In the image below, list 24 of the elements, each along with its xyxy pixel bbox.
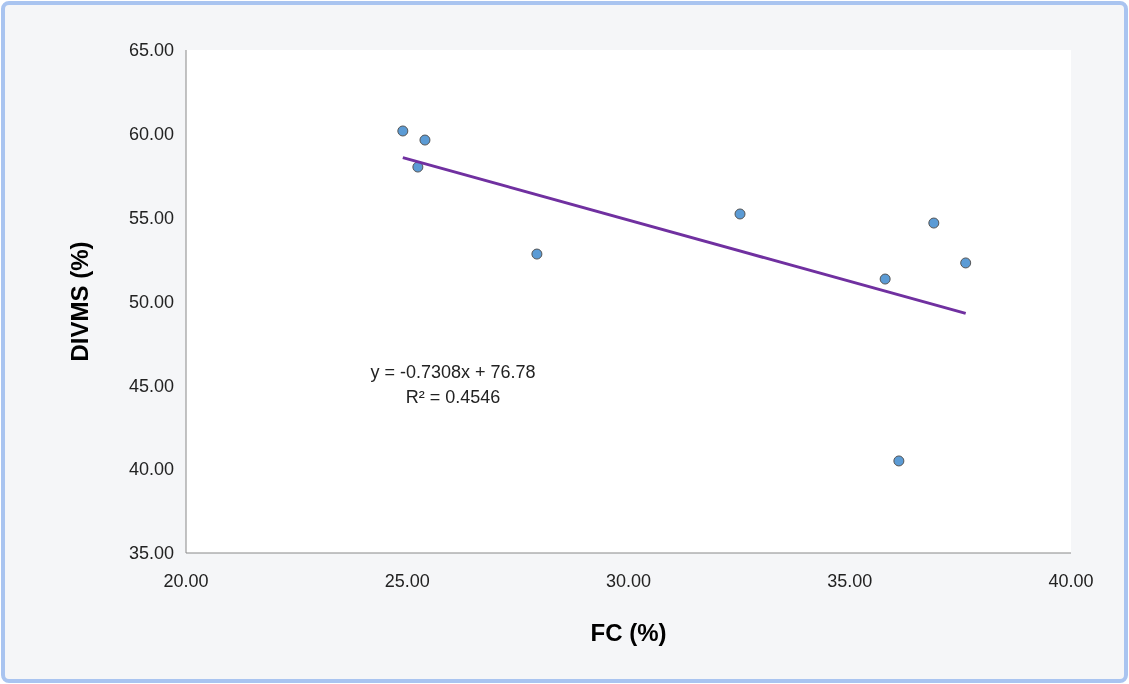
y-axis-title: DIVMS (%) (66, 241, 93, 362)
point (734, 208, 746, 220)
x-tick-label: 30.00 (605, 571, 652, 591)
y-tick-label: 65.00 (128, 40, 174, 61)
x-tick-label: 25.00 (384, 571, 430, 591)
y-tick-label: 50.00 (128, 291, 174, 312)
y-tick-label: 35.00 (128, 543, 174, 564)
y-tick-label: 60.00 (128, 124, 174, 145)
x-tick-label: 20.00 (163, 571, 209, 591)
x-axis-title: FC (%) (590, 619, 667, 646)
x-tick-label: 40.00 (1048, 571, 1094, 591)
point (397, 125, 409, 137)
annotation: R² = 0.4546 (405, 387, 501, 407)
point (928, 217, 940, 229)
point (893, 455, 905, 467)
y-tick-label: 55.00 (128, 207, 174, 228)
point (419, 134, 431, 146)
point (879, 273, 891, 285)
y-tick-label: 45.00 (128, 375, 174, 396)
point (531, 248, 543, 260)
annotation: y = -0.7308x + 76.78 (370, 362, 536, 382)
y-tick-label: 40.00 (128, 459, 174, 480)
point (960, 257, 972, 269)
x-tick-label: 35.00 (827, 571, 873, 591)
